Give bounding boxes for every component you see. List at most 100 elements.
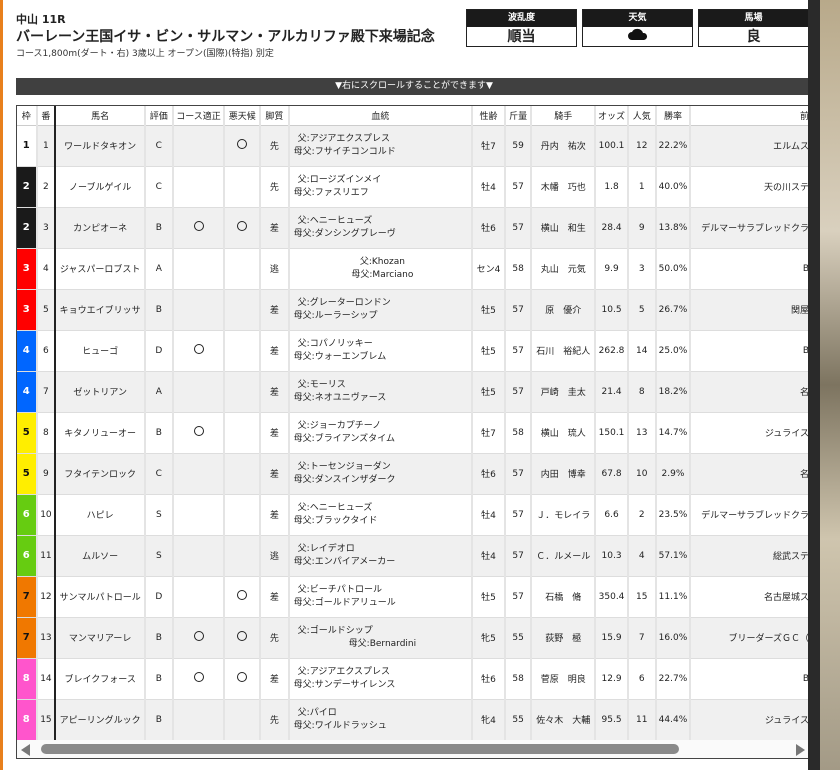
rating-cell: B bbox=[144, 289, 174, 331]
horse-name-link[interactable]: ジャスパーロブスト bbox=[55, 248, 146, 290]
dam-sire: 母父:ネオユニヴァース bbox=[293, 392, 387, 403]
odds-cell: 15.9 bbox=[595, 617, 629, 659]
win-rate-cell: 2.9% bbox=[655, 453, 692, 495]
entry-table[interactable]: 枠番馬名 評価 コース適正 悪天候 脚質 血統 性齢 斤量 騎手 オッズ 人気 勝率前 1 1 ワールドタ… bbox=[16, 105, 812, 759]
win-rate-cell: 16.0% bbox=[655, 617, 692, 659]
circle-mark-icon bbox=[237, 221, 248, 231]
weather-cell bbox=[224, 371, 262, 413]
horse-name-link[interactable]: フタイテンロック bbox=[55, 453, 146, 495]
course-cell bbox=[172, 617, 226, 659]
sex-age-cell: 牡5 bbox=[472, 289, 506, 331]
bloodline: 父:レイデオロ母父:エンパイアメーカー bbox=[288, 535, 474, 577]
horse-name-link[interactable]: キタノリューオー bbox=[55, 412, 146, 454]
odds-cell: 100.1 bbox=[595, 125, 629, 167]
sire: 父:トーセンジョーダン bbox=[297, 461, 391, 472]
scroll-left-arrow-icon[interactable] bbox=[21, 744, 30, 756]
circle-mark-icon bbox=[237, 139, 248, 149]
table-row[interactable]: 8 14 ブレイクフォース B 差父:アジアエクスプレス 母父:サンデーサイレンス 牡6 58… bbox=[17, 658, 811, 700]
circle-mark-icon bbox=[193, 426, 204, 436]
horse-name-link[interactable]: ブレイクフォース bbox=[55, 658, 146, 700]
waku-cell: 8 bbox=[17, 699, 38, 741]
dam-sire: 母父:ブライアンズタイム bbox=[293, 433, 395, 444]
track-condition-box: 馬場 良 bbox=[698, 9, 809, 47]
course-cell bbox=[172, 166, 226, 208]
circle-mark-icon bbox=[193, 672, 204, 682]
table-row[interactable]: 4 7 ゼットリアン A 差父:モーリス 母父:ネオユニヴァース 牡5 57 戸崎 圭太 21.4… bbox=[17, 371, 811, 413]
scrollbar-thumb[interactable] bbox=[41, 744, 679, 754]
rating-cell: D bbox=[144, 330, 174, 372]
sire: 父:レイデオロ bbox=[297, 543, 355, 554]
horizontal-scrollbar[interactable] bbox=[17, 740, 811, 758]
dam-sire: 母父:フサイチコンコルド bbox=[293, 146, 396, 157]
horse-name-link[interactable]: ヒューゴ bbox=[55, 330, 146, 372]
horse-name-link[interactable]: ムルソー bbox=[55, 535, 146, 577]
dam-sire: 母父:ルーラーシップ bbox=[293, 310, 378, 321]
ban-cell: 4 bbox=[36, 248, 57, 290]
horse-name-link[interactable]: キョウエイブリッサ bbox=[55, 289, 146, 331]
horse-name-link[interactable]: サンマルパトロール bbox=[55, 576, 146, 618]
style-cell: 差 bbox=[260, 207, 290, 249]
table-row[interactable]: 5 9 フタイテンロック C 差父:トーセンジョーダン 母父:ダンスインザダーク 牡6 57 内… bbox=[17, 453, 811, 495]
sire: 父:コパノリッキー bbox=[297, 338, 373, 349]
jockey-cell: Ｃ．ルメール bbox=[531, 535, 597, 577]
horse-name-link[interactable]: マンマリアーレ bbox=[55, 617, 146, 659]
pop-cell: 7 bbox=[627, 617, 657, 659]
weight-cell: 57 bbox=[504, 494, 533, 536]
course-cell bbox=[172, 658, 226, 700]
dam-sire: 母父:Bernardini bbox=[348, 638, 417, 649]
scroll-right-arrow-icon[interactable] bbox=[796, 744, 805, 756]
owner-cell: B bbox=[690, 330, 811, 372]
circle-mark-icon bbox=[237, 631, 248, 641]
rating-cell: S bbox=[144, 494, 174, 536]
sire: 父:ヘニーヒューズ bbox=[297, 215, 373, 226]
table-row[interactable]: 7 13 マンマリアーレ B 先父:ゴールドシップ 母父:Bernardini 牝5 55 荻野… bbox=[17, 617, 811, 659]
horse-name-link[interactable]: ノーブルゲイル bbox=[55, 166, 146, 208]
dam-sire: 母父:ブラックタイド bbox=[293, 515, 378, 526]
course-cell bbox=[172, 371, 226, 413]
table-row[interactable]: 8 15 アピーリングルック B 先父:パイロ 母父:ワイルドラッシュ 牝4 55 佐々木 大輔… bbox=[17, 699, 811, 741]
owner-cell: エルムス bbox=[690, 125, 811, 167]
bloodline: 父:グレーターロンドン 母父:ルーラーシップ bbox=[288, 289, 474, 331]
table-row[interactable]: 1 1 ワールドタキオン C 先父:アジアエクスプレス 母父:フサイチコンコルド 牡7 59 丹… bbox=[17, 125, 811, 167]
weather-cell bbox=[224, 412, 262, 454]
weight-cell: 57 bbox=[504, 289, 533, 331]
horse-name-link[interactable]: ワールドタキオン bbox=[55, 125, 146, 167]
horse-name-link[interactable]: ゼットリアン bbox=[55, 371, 146, 413]
jockey-cell: 横山 和生 bbox=[531, 207, 597, 249]
sire: 父:パイロ bbox=[297, 707, 337, 718]
weather-cell bbox=[224, 207, 262, 249]
jockey-cell: Ｊ．モレイラ bbox=[531, 494, 597, 536]
win-rate-cell: 13.8% bbox=[655, 207, 692, 249]
weight-cell: 58 bbox=[504, 248, 533, 290]
rating-cell: C bbox=[144, 166, 174, 208]
table-row[interactable]: 6 10 ハピレ S 差父:ヘニーヒューズ 母父:ブラックタイド 牡4 57 Ｊ．モレイラ 6.6… bbox=[17, 494, 811, 536]
win-rate-cell: 11.1% bbox=[655, 576, 692, 618]
style-cell: 差 bbox=[260, 658, 290, 700]
horse-name-link[interactable]: カンピオーネ bbox=[55, 207, 146, 249]
horse-name-link[interactable]: ハピレ bbox=[55, 494, 146, 536]
style-cell: 差 bbox=[260, 453, 290, 495]
win-rate-cell: 22.2% bbox=[655, 125, 692, 167]
table-row[interactable]: 4 6 ヒューゴ D 差父:コパノリッキー 母父:ウォーエンブレム 牡5 57 石川 裕紀人 26… bbox=[17, 330, 811, 372]
circle-mark-icon bbox=[193, 631, 204, 641]
rating-cell: C bbox=[144, 125, 174, 167]
table-row[interactable]: 7 12 サンマルパトロール D 差父:ビーチパトロール 母父:ゴールドアリュール 牡5 57… bbox=[17, 576, 811, 618]
table-row[interactable]: 6 11 ムルソー S 逃父:レイデオロ 母父:エンパイアメーカー 牡4 57 Ｃ．ルメール 10… bbox=[17, 535, 811, 577]
table-row[interactable]: 2 3 カンピオーネ B 差父:ヘニーヒューズ 母父:ダンシングブレーヴ 牡6 57 横山 和生… bbox=[17, 207, 811, 249]
owner-cell: 名 bbox=[690, 371, 811, 413]
jockey-cell: 荻野 極 bbox=[531, 617, 597, 659]
ban-cell: 12 bbox=[36, 576, 57, 618]
weather-cell bbox=[224, 617, 262, 659]
owner-cell: 総武ステ bbox=[690, 535, 811, 577]
table-row[interactable]: 3 5 キョウエイブリッサ B 差父:グレーターロンドン 母父:ルーラーシップ 牡5 57 原 … bbox=[17, 289, 811, 331]
bloodline: 父:ジョーカプチーノ 母父:ブライアンズタイム bbox=[288, 412, 474, 454]
table-row[interactable]: 3 4 ジャスパーロブスト A 逃父:Khozan 母父:Marciano セン4 58 丸山 … bbox=[17, 248, 811, 290]
weather-cell bbox=[224, 330, 262, 372]
dam-sire: 母父:エンパイアメーカー bbox=[293, 556, 396, 567]
window-edge bbox=[808, 0, 820, 770]
table-row[interactable]: 2 2 ノーブルゲイル C 先父:ロージズインメイ 母父:ファスリエフ 牡4 57 木幡 巧也 1… bbox=[17, 166, 811, 208]
sex-age-cell: 牡4 bbox=[472, 494, 506, 536]
table-row[interactable]: 5 8 キタノリューオー B 差父:ジョーカプチーノ 母父:ブライアンズタイム 牡7 58 横山… bbox=[17, 412, 811, 454]
horse-name-link[interactable]: アピーリングルック bbox=[55, 699, 146, 741]
waku-cell: 8 bbox=[17, 658, 38, 700]
